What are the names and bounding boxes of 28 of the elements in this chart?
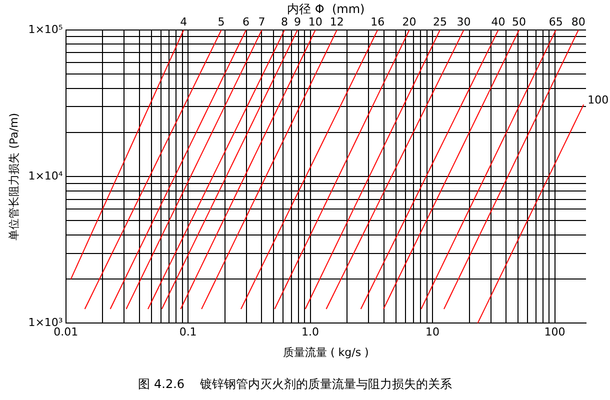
y-tick-label: 1×10⁵ <box>28 22 63 36</box>
legend-title: 内径 Φ (mm) <box>287 2 365 16</box>
series-label: 7 <box>258 15 266 28</box>
y-axis-title: 单位管长阻力损失 (Pa/m) <box>7 112 20 240</box>
y-tick-label: 1×10⁴ <box>28 169 64 182</box>
series-label: 5 <box>218 15 225 28</box>
series-label: 50 <box>512 15 526 28</box>
text: 图 4.2.6 镀锌钢管内灭火剂的质量流量与阻力损失的关系 <box>138 376 452 391</box>
series-label: 4 <box>180 15 188 28</box>
series-label: 100 <box>588 93 609 106</box>
series-label: 80 <box>571 15 586 28</box>
series-label: 20 <box>402 15 416 28</box>
x-tick-label: 100 <box>544 326 566 339</box>
x-tick-label: 10 <box>426 326 440 339</box>
x-tick-label: 1.0 <box>302 326 320 339</box>
series-label: 40 <box>491 15 506 28</box>
series-label: 10 <box>308 15 322 28</box>
series-label: 25 <box>432 15 447 28</box>
series-label: 8 <box>281 15 288 28</box>
series-label: 16 <box>370 15 385 28</box>
x-tick-label: 0.01 <box>54 326 78 339</box>
series-label: 9 <box>294 15 301 28</box>
series-label: 30 <box>456 15 471 28</box>
x-tick-label: 0.1 <box>179 326 197 339</box>
x-axis-title: 质量流量 ( kg/s ) <box>282 346 369 359</box>
series-label: 65 <box>548 15 563 28</box>
series-label: 12 <box>330 15 344 28</box>
series-label: 6 <box>242 15 250 28</box>
